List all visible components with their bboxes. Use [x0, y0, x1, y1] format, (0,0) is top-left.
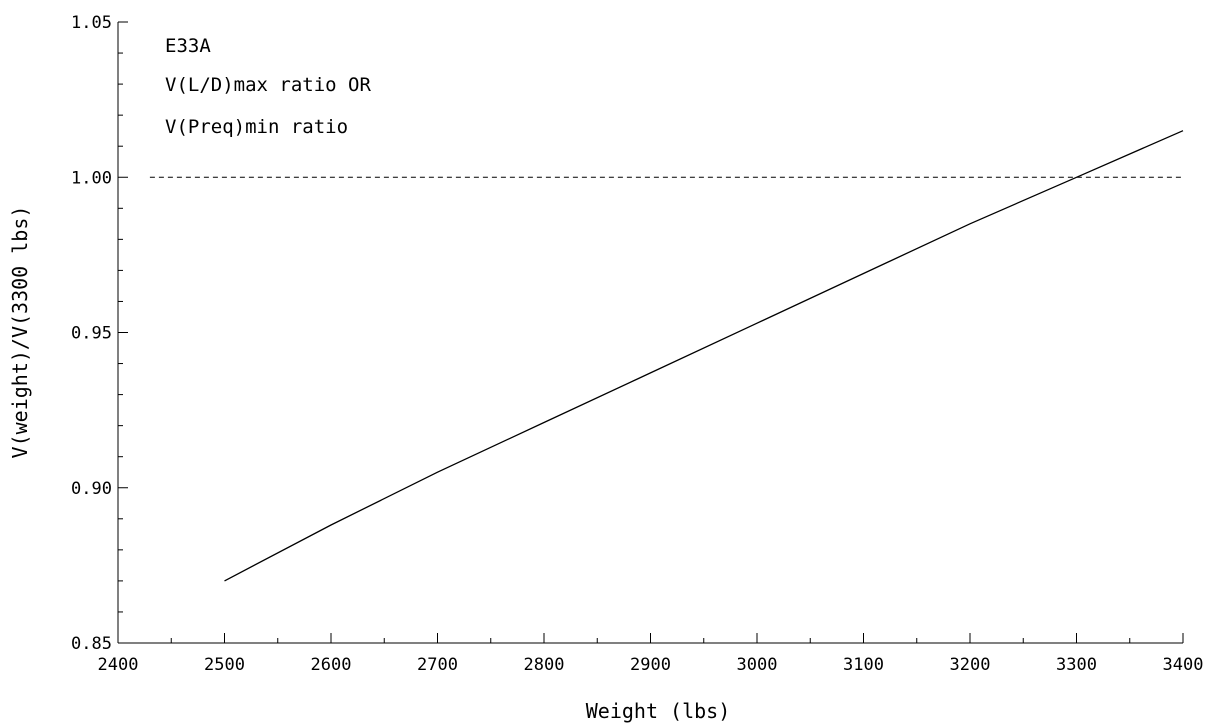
x-tick-label: 2500: [204, 655, 245, 675]
x-tick-label: 2600: [311, 655, 352, 675]
x-tick-label: 3000: [737, 655, 778, 675]
y-tick-label: 0.90: [71, 479, 112, 499]
x-tick-label: 3400: [1163, 655, 1204, 675]
x-tick-label: 3300: [1056, 655, 1097, 675]
y-tick-label: 1.00: [71, 168, 112, 188]
tick-labels: 2400 2500 2600 2700 2800 2900 3000 3100 3200 3300…: [71, 13, 1203, 675]
x-tick-label: 2800: [524, 655, 565, 675]
y-tick-label: 0.85: [71, 634, 112, 654]
annotation-line-2: V(L/D)max ratio OR: [165, 74, 371, 96]
data-series-line: [224, 130, 1184, 582]
x-tick-label: 3200: [950, 655, 991, 675]
x-axis-label: Weight (lbs): [586, 699, 731, 723]
x-tick-label: 3100: [843, 655, 884, 675]
x-tick-label: 2900: [630, 655, 671, 675]
x-tick-label: 2400: [98, 655, 139, 675]
x-tick-label: 2700: [417, 655, 458, 675]
series-group: [149, 130, 1184, 582]
y-tick-label: 0.95: [71, 324, 112, 344]
y-axis-label: V(weight)/V(3300 lbs): [8, 206, 32, 459]
annotation-line-1: E33A: [165, 35, 211, 57]
annotation-line-3: V(Preq)min ratio: [165, 116, 348, 138]
axis-ticks: [117, 21, 1184, 644]
y-tick-label: 1.05: [71, 13, 112, 33]
